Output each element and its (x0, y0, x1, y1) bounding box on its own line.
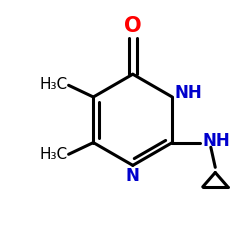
Text: H₃C: H₃C (39, 77, 67, 92)
Text: NH: NH (175, 84, 203, 102)
Text: O: O (124, 16, 142, 36)
Text: NH: NH (202, 132, 230, 150)
Text: N: N (126, 167, 140, 185)
Text: H₃C: H₃C (39, 147, 67, 162)
